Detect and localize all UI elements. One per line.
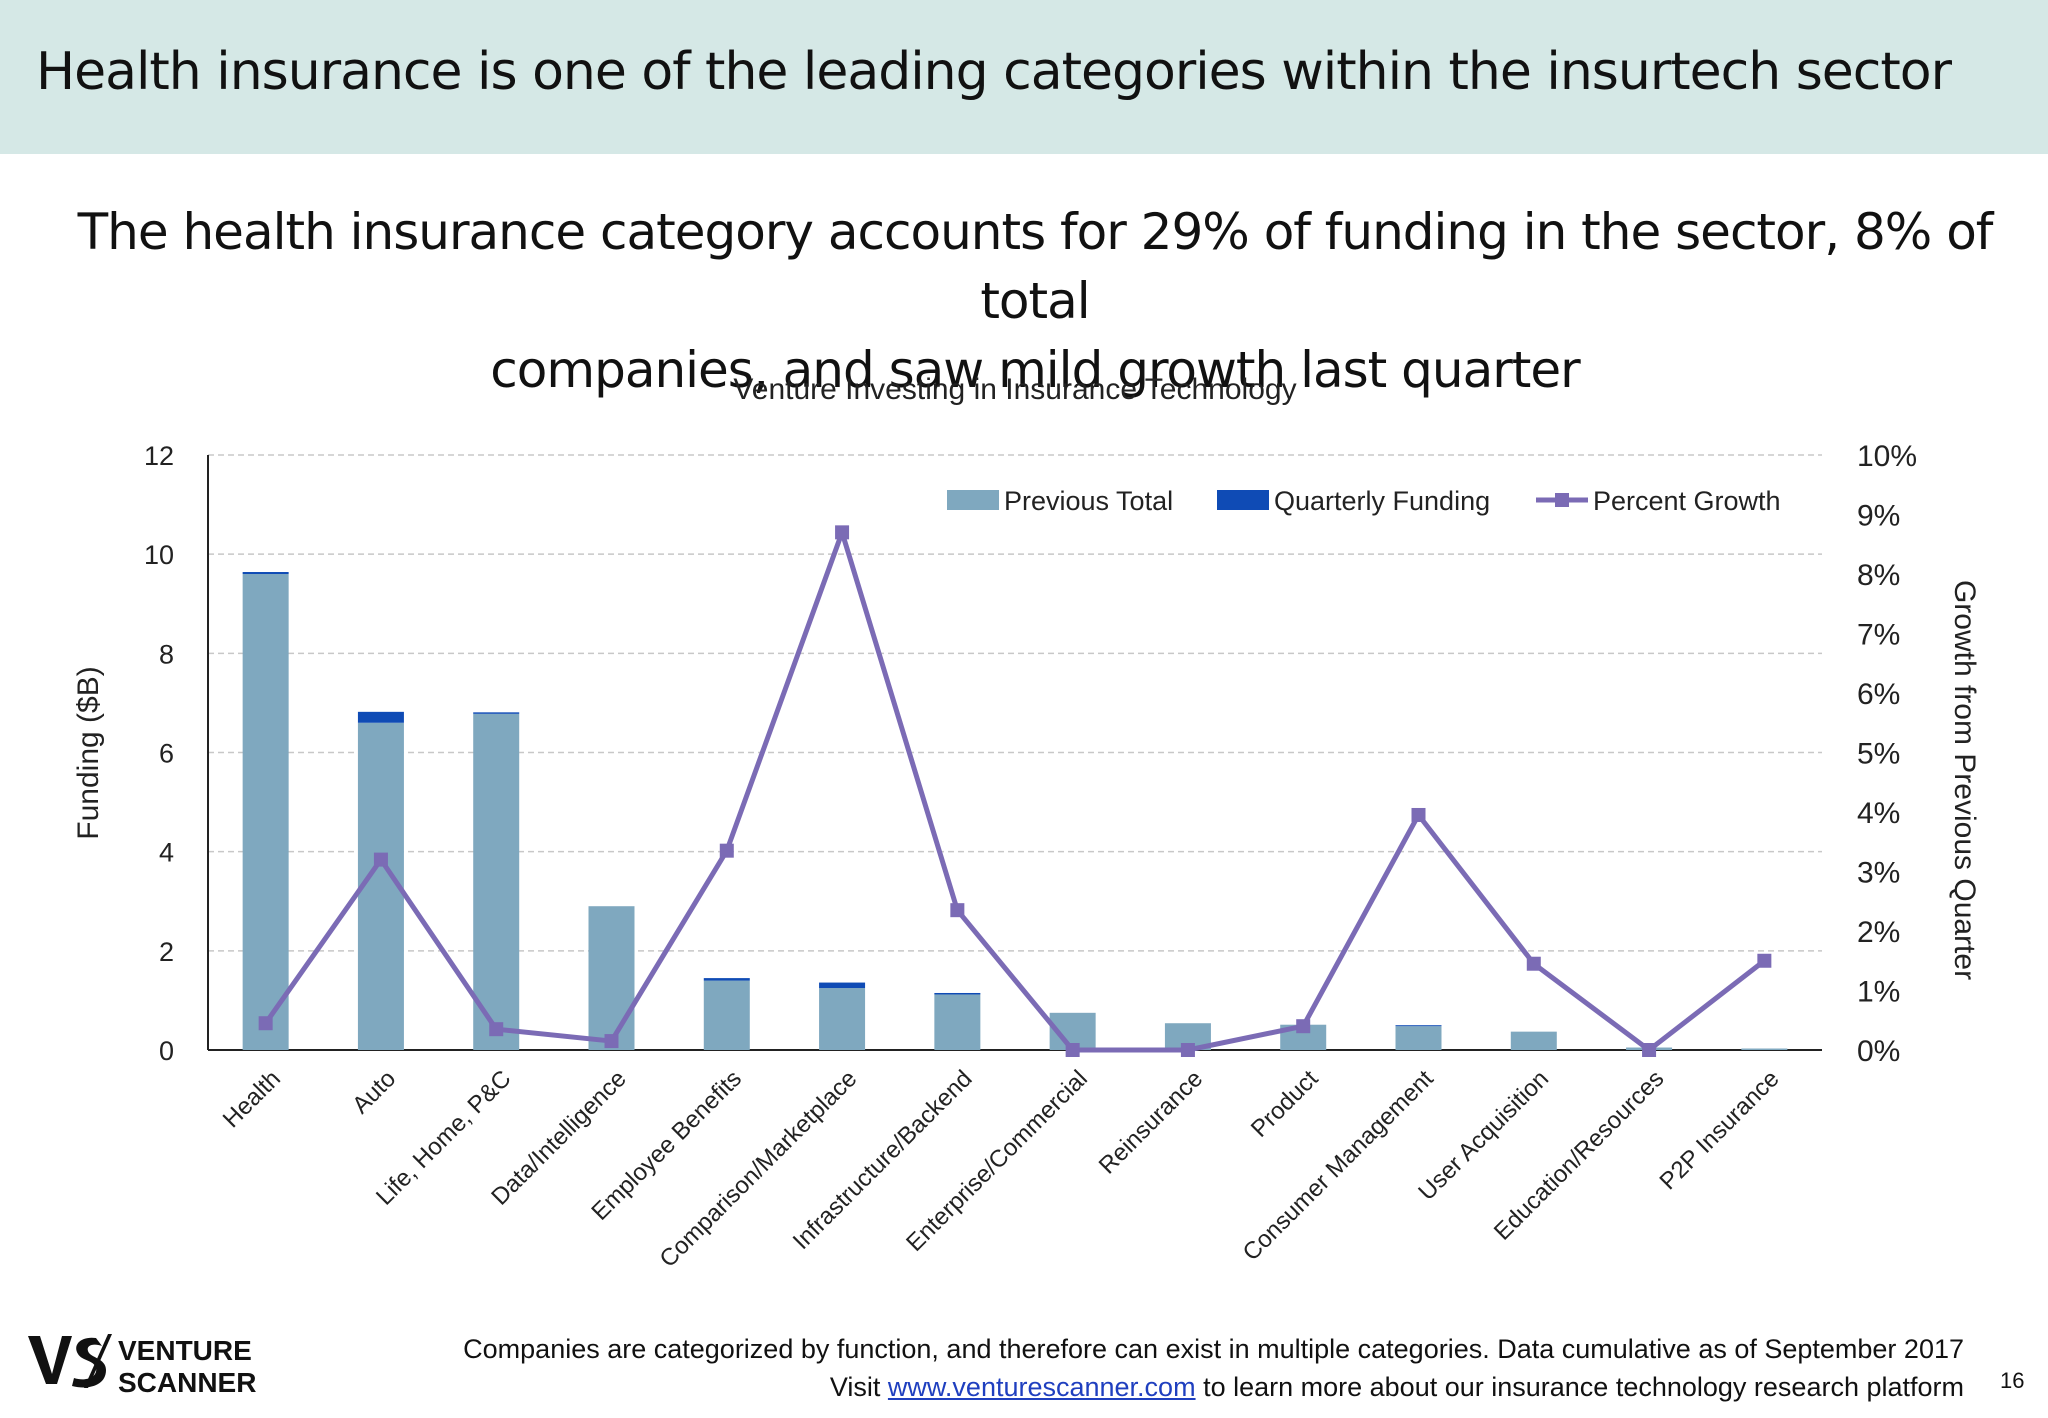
x-tick-label: Consumer Management <box>1238 1065 1439 1266</box>
x-tick-label: Health <box>218 1065 286 1133</box>
bar-previous-total <box>473 713 520 1050</box>
growth-marker <box>1526 956 1541 971</box>
left-tick-label: 8 <box>159 639 174 669</box>
legend-label-previous: Previous Total <box>1004 486 1173 516</box>
right-tick-label: 2% <box>1857 916 1900 949</box>
growth-marker <box>489 1022 504 1037</box>
left-tick-label: 10 <box>144 540 174 570</box>
bar-previous-total <box>703 980 750 1050</box>
right-tick-label: 10% <box>1857 440 1917 473</box>
page-number: 16 <box>2000 1368 2025 1393</box>
growth-marker <box>1642 1043 1657 1057</box>
growth-marker <box>1757 953 1772 968</box>
bar-quarterly-funding <box>242 572 289 574</box>
right-tick-label: 4% <box>1857 797 1900 830</box>
bar-previous-total <box>819 988 866 1050</box>
left-tick-label: 6 <box>159 739 174 769</box>
slide-subtitle: The health insurance category accounts f… <box>60 198 2010 405</box>
footer-visit: Visit www.venturescanner.com to learn mo… <box>830 1372 1964 1403</box>
growth-marker <box>719 843 734 858</box>
growth-marker <box>1065 1043 1080 1057</box>
x-tick-label: Auto <box>347 1065 401 1119</box>
right-tick-label: 1% <box>1857 976 1900 1009</box>
bar-quarterly-funding <box>357 711 404 723</box>
growth-marker <box>1180 1043 1195 1057</box>
bar-previous-total <box>588 906 635 1050</box>
right-tick-label: 9% <box>1857 500 1900 533</box>
visit-suffix: to learn more about our insurance techno… <box>1203 1372 1964 1402</box>
subtitle-line-2: companies, and saw mild growth last quar… <box>490 341 1580 399</box>
x-tick-label: P2P Insurance <box>1654 1065 1784 1195</box>
visit-prefix: Visit <box>829 1372 881 1402</box>
logo-word-venture: VENTURE <box>118 1335 252 1366</box>
growth-marker <box>258 1016 273 1031</box>
page-title: Health insurance is one of the leading c… <box>36 42 1952 102</box>
legend-swatch-previous <box>947 490 999 510</box>
y-axis-right-title: Growth from Previous Quarter <box>1948 580 1981 980</box>
footer-note: Companies are categorized by function, a… <box>463 1334 1964 1364</box>
legend-marker-growth <box>1555 493 1569 507</box>
x-tick-label: Product <box>1246 1065 1324 1143</box>
x-tick-label: Comparison/Marketplace <box>655 1065 863 1273</box>
bar-previous-total <box>1741 1048 1788 1050</box>
venture-scanner-logo-icon <box>28 1334 112 1388</box>
left-tick-label: 12 <box>144 441 174 471</box>
growth-marker <box>835 525 850 540</box>
legend-swatch-quarterly <box>1217 490 1269 510</box>
bar-previous-total <box>1395 1026 1442 1050</box>
bar-previous-total <box>934 994 981 1050</box>
header-band <box>0 0 2048 154</box>
left-tick-label: 4 <box>159 838 174 868</box>
subtitle-line-1: The health insurance category accounts f… <box>77 203 1994 330</box>
legend-label-growth: Percent Growth <box>1593 486 1781 516</box>
venturescanner-link[interactable]: www.venturescanner.com <box>887 1372 1196 1402</box>
left-tick-label: 2 <box>159 937 174 967</box>
growth-marker <box>950 903 965 918</box>
bar-quarterly-funding <box>703 978 750 981</box>
growth-line <box>263 529 1766 1053</box>
right-tick-label: 7% <box>1857 619 1900 652</box>
logo-word-scanner: SCANNER <box>118 1367 257 1398</box>
legend-label-quarterly: Quarterly Funding <box>1274 486 1490 516</box>
bar-quarterly-funding <box>1395 1025 1442 1027</box>
chart-title: Venture Investing in Insurance Technolog… <box>733 373 1296 406</box>
bar-quarterly-funding <box>819 982 866 989</box>
bar-quarterly-funding <box>473 712 520 714</box>
right-tick-label: 8% <box>1857 559 1900 592</box>
bar-quarterly-funding <box>934 992 981 995</box>
growth-marker <box>1411 807 1426 822</box>
logo-wordmark: VENTURE SCANNER <box>118 1335 256 1399</box>
left-tick-label: 0 <box>159 1036 174 1066</box>
bar-previous-total <box>242 574 289 1050</box>
x-tick-label: Reinsurance <box>1094 1065 1208 1179</box>
growth-marker <box>373 852 388 867</box>
right-tick-label: 3% <box>1857 857 1900 890</box>
right-tick-label: 0% <box>1857 1035 1900 1068</box>
right-tick-label: 6% <box>1857 678 1900 711</box>
bar-previous-total <box>1510 1031 1557 1050</box>
growth-marker <box>1296 1019 1311 1034</box>
growth-marker <box>604 1034 619 1049</box>
right-tick-label: 5% <box>1857 738 1900 771</box>
y-axis-left-title: Funding ($B) <box>72 666 105 839</box>
